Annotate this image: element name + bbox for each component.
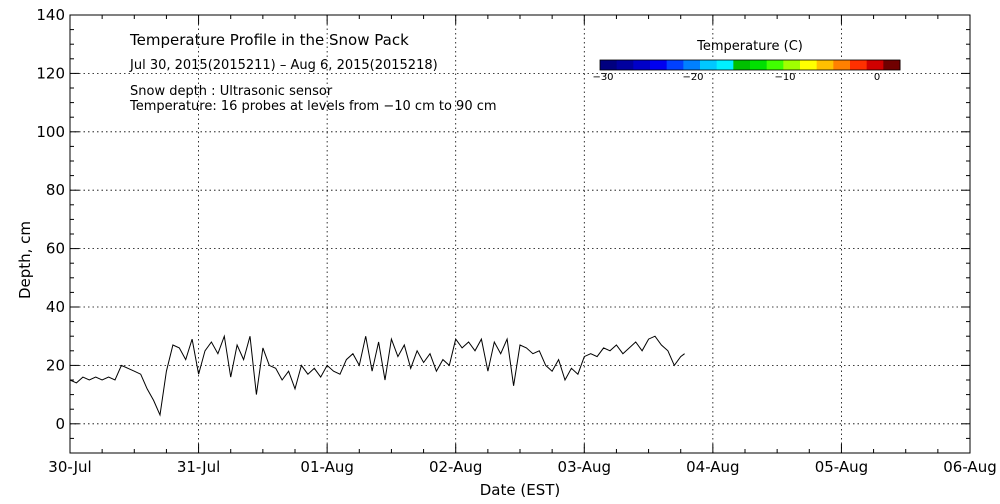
x-tick-label: 06-Aug <box>943 458 996 476</box>
colorbar-swatch <box>633 60 651 70</box>
snow-depth-series-line <box>69 334 685 417</box>
colorbar-swatch <box>666 60 684 70</box>
colorbar-swatch <box>616 60 634 70</box>
y-tick-label: 80 <box>46 181 65 199</box>
y-tick-label: 120 <box>36 64 65 82</box>
y-tick-label: 40 <box>46 298 65 316</box>
colorbar-swatch <box>800 60 818 70</box>
colorbar-tick-label: 0 <box>874 72 880 83</box>
temperature-colorbar: Temperature (C) −30 −20 −10 0 <box>592 39 901 83</box>
colorbar-swatch <box>766 60 784 70</box>
y-tick-label: 100 <box>36 123 65 141</box>
colorbar-swatch <box>850 60 868 70</box>
colorbar-swatch <box>750 60 768 70</box>
x-tick-label: 03-Aug <box>558 458 611 476</box>
colorbar-tick-label: −20 <box>682 72 703 83</box>
colorbar-swatch <box>783 60 801 70</box>
plot-frame <box>69 14 971 454</box>
y-tick-label: 0 <box>55 415 65 433</box>
colorbar-outline <box>599 59 901 71</box>
colorbar-swatch <box>833 60 851 70</box>
note-probes: Temperature: 16 probes at levels from −1… <box>129 99 497 114</box>
chart-subtitle: Jul 30, 2015(2015211) – Aug 6, 2015(2015… <box>129 58 438 73</box>
y-tick-label: 20 <box>46 356 65 374</box>
x-tick-label: 30-Jul <box>48 458 91 476</box>
y-tick-label: 140 <box>36 6 65 24</box>
grid-layer <box>69 14 971 453</box>
colorbar-title: Temperature (C) <box>696 39 803 54</box>
x-tick-label: 01-Aug <box>300 458 353 476</box>
chart-title: Temperature Profile in the Snow Pack <box>129 31 409 49</box>
colorbar-tick-label: −30 <box>592 72 613 83</box>
y-axis-label: Depth, cm <box>16 221 34 299</box>
x-tick-label: 04-Aug <box>686 458 739 476</box>
colorbar-tick-label: −10 <box>774 72 795 83</box>
colorbar-swatch <box>650 60 668 70</box>
note-sensor: Snow depth : Ultrasonic sensor <box>130 84 333 99</box>
colorbar-swatch <box>866 60 884 70</box>
colorbar-swatch <box>600 60 618 70</box>
y-tick-label: 60 <box>46 240 65 258</box>
colorbar-swatch <box>883 60 901 70</box>
x-tick-label: 05-Aug <box>815 458 868 476</box>
ticks-layer: 0 20 40 60 80 100 120 140 30-Jul 31-Jul 01-Aug 02-A… <box>36 6 996 476</box>
series-layer <box>69 334 685 417</box>
colorbar-swatch <box>700 60 718 70</box>
colorbar-swatch <box>683 60 701 70</box>
x-tick-label: 02-Aug <box>429 458 482 476</box>
x-tick-label: 31-Jul <box>177 458 220 476</box>
colorbar-swatch <box>816 60 834 70</box>
x-axis-label: Date (EST) <box>480 481 561 499</box>
colorbar-swatch <box>733 60 751 70</box>
colorbar-swatch <box>716 60 734 70</box>
